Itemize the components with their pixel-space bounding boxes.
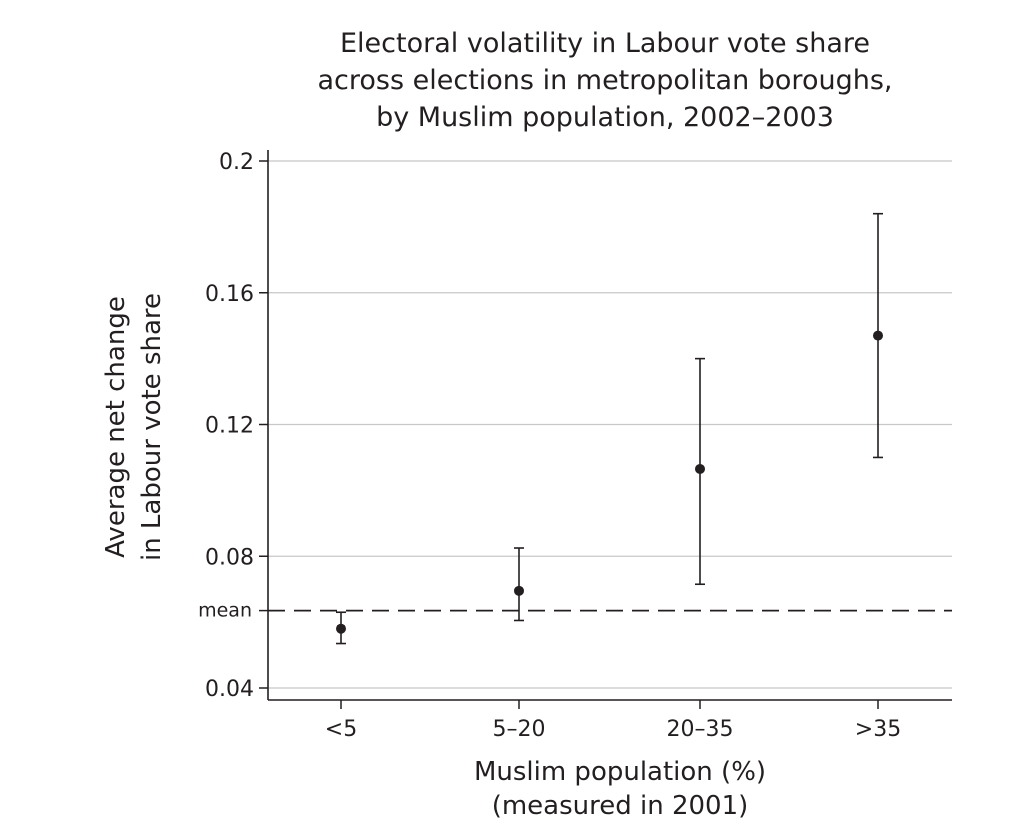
mean-reference: mean [198, 600, 952, 622]
data-point-group [514, 547, 524, 622]
mean-label: mean [198, 600, 252, 622]
y-axis-ticks: 0.04 0.08 0.12 0.16 0.2 [205, 150, 268, 702]
x-tick-label: 20–35 [667, 717, 734, 742]
y-axis-title: Average net change in Labour vote share [101, 293, 167, 561]
data-points [336, 212, 883, 645]
x-axis-ticks: <5 5–20 20–35 >35 [325, 700, 901, 742]
data-point-group [336, 611, 346, 645]
x-tick-label: 5–20 [493, 717, 546, 742]
x-tick-label: >35 [855, 717, 901, 742]
gridlines [268, 160, 952, 689]
y-tick-label: 0.16 [205, 282, 254, 307]
data-point-group [873, 212, 883, 459]
data-point [514, 585, 524, 596]
data-point [336, 623, 346, 634]
y-tick-label: 0.2 [219, 150, 254, 175]
y-tick-label: 0.12 [205, 414, 254, 439]
y-axis-title-line-1: Average net change [101, 296, 131, 558]
y-tick-label: 0.04 [205, 677, 254, 702]
chart-title-line-3: by Muslim population, 2002–2003 [376, 102, 834, 133]
data-point [695, 463, 705, 474]
x-axis-title-line-2: (measured in 2001) [492, 791, 749, 821]
chart-title-line-1: Electoral volatility in Labour vote shar… [340, 28, 870, 59]
x-axis-title-line-1: Muslim population (%) [474, 757, 766, 787]
x-tick-label: <5 [325, 717, 357, 742]
data-point [873, 330, 883, 341]
data-point-group [695, 357, 705, 586]
chart-title-line-2: across elections in metropolitan borough… [318, 65, 893, 96]
y-tick-label: 0.08 [205, 545, 254, 570]
y-axis-title-line-2: in Labour vote share [137, 293, 167, 561]
